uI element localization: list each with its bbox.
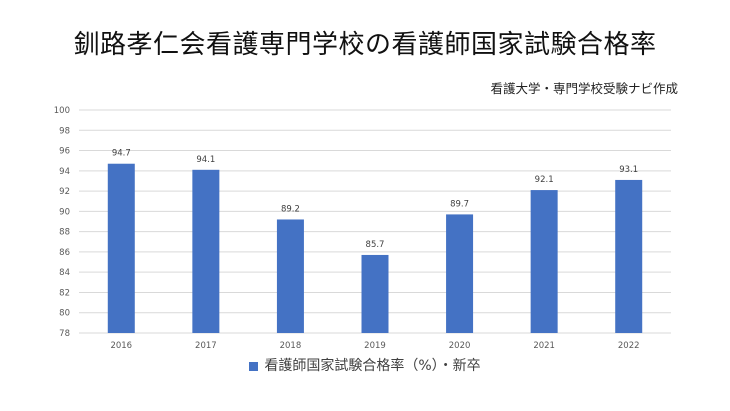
legend-swatch xyxy=(249,361,259,371)
x-tick-label: 2019 xyxy=(364,341,386,351)
y-tick-label: 86 xyxy=(59,248,70,258)
data-label: 92.1 xyxy=(535,175,554,185)
y-axis-ticks: 78 80 82 84 86 88 90 92 94 96 98 100 xyxy=(54,106,70,339)
y-tick-label: 78 xyxy=(59,329,70,339)
bar xyxy=(446,214,474,333)
bar xyxy=(192,169,220,333)
y-tick-label: 98 xyxy=(59,126,70,136)
y-tick-label: 80 xyxy=(59,309,70,319)
data-label: 94.7 xyxy=(112,149,131,159)
data-label: 89.2 xyxy=(281,204,300,214)
x-tick-label: 2018 xyxy=(280,341,302,351)
y-tick-label: 82 xyxy=(59,288,70,298)
bar xyxy=(107,163,135,333)
chart-title: 釧路孝仁会看護専門学校の看護師国家試験合格率 xyxy=(73,30,657,60)
x-axis-ticks: 2016 2017 2018 2019 2020 2021 2022 xyxy=(110,341,639,351)
y-tick-label: 92 xyxy=(59,187,70,197)
x-tick-label: 2022 xyxy=(618,341,640,351)
x-tick-label: 2017 xyxy=(195,341,217,351)
data-label: 93.1 xyxy=(619,165,638,175)
legend-label: 看護師国家試験合格率（%）・新卒 xyxy=(264,358,481,374)
x-tick-label: 2021 xyxy=(533,341,555,351)
chart-credit: 看護大学・専門学校受験ナビ作成 xyxy=(490,81,678,96)
bar xyxy=(615,179,643,333)
y-tick-label: 84 xyxy=(59,268,70,278)
data-label: 94.1 xyxy=(196,155,215,165)
bar xyxy=(276,219,304,333)
bars xyxy=(107,163,643,333)
y-tick-label: 88 xyxy=(59,228,70,238)
y-tick-label: 96 xyxy=(59,147,70,157)
bar xyxy=(530,190,558,333)
data-label: 89.7 xyxy=(450,199,469,209)
y-tick-label: 100 xyxy=(54,106,70,116)
x-tick-label: 2016 xyxy=(110,341,132,351)
data-labels: 94.7 94.1 89.2 85.7 89.7 92.1 93.1 xyxy=(112,149,638,250)
chart-legend: 看護師国家試験合格率（%）・新卒 xyxy=(0,357,730,375)
bar xyxy=(361,254,389,333)
data-label: 85.7 xyxy=(366,240,385,250)
y-tick-label: 94 xyxy=(59,167,70,177)
x-tick-label: 2020 xyxy=(449,341,471,351)
y-tick-label: 90 xyxy=(59,207,70,217)
